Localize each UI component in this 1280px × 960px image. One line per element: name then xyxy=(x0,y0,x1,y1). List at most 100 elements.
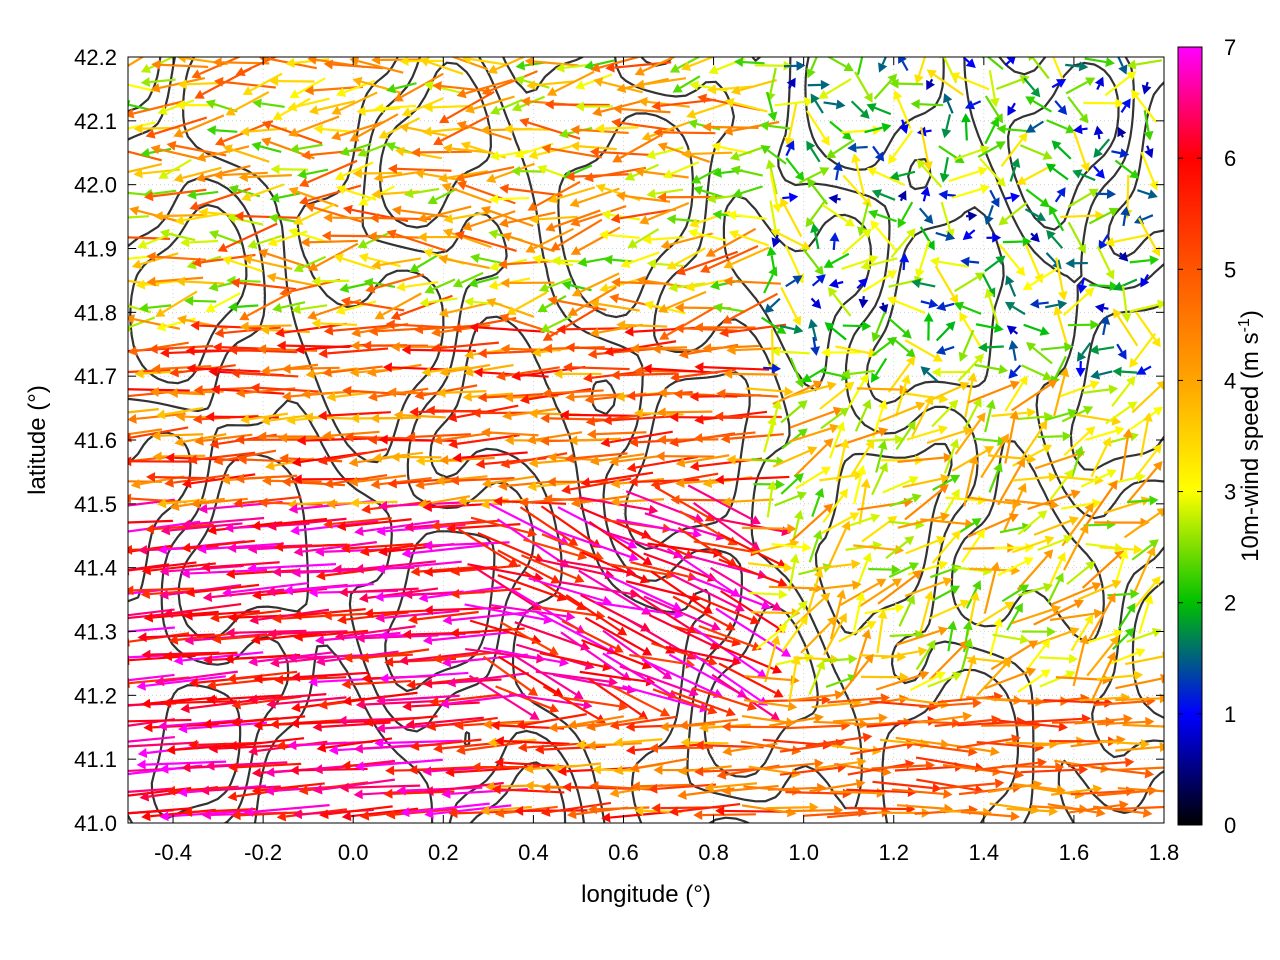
wind-arrow-head xyxy=(173,173,184,183)
wind-arrow-head xyxy=(914,74,924,85)
wind-arrow-shaft xyxy=(643,77,687,86)
wind-arrow-shaft xyxy=(535,431,583,441)
wind-arrow-head xyxy=(375,723,386,734)
wind-arrow-head xyxy=(267,628,277,639)
wind-arrow-head xyxy=(1018,584,1030,594)
wind-arrow-shaft xyxy=(800,621,832,654)
wind-arrow-head xyxy=(842,130,853,141)
wind-arrow-shaft xyxy=(954,566,984,572)
wind-arrow-head xyxy=(943,788,953,799)
wind-arrow-shaft xyxy=(353,436,410,440)
wind-arrow-head xyxy=(1149,255,1160,266)
wind-arrow-head xyxy=(118,741,127,751)
wind-arrow-shaft xyxy=(896,629,940,646)
wind-arrow-shaft xyxy=(470,516,529,534)
wind-arrow-shaft xyxy=(173,474,230,484)
wind-arrow-head xyxy=(427,195,438,205)
wind-arrow-shaft xyxy=(248,324,292,328)
wind-arrow-head xyxy=(1092,498,1102,509)
wind-arrow-head xyxy=(1146,546,1156,557)
wind-arrow-head xyxy=(208,743,218,754)
wind-arrow-shaft xyxy=(898,602,912,627)
wind-arrow-head xyxy=(669,437,679,447)
wind-arrow-head xyxy=(872,125,882,136)
wind-arrow-shaft xyxy=(945,114,952,130)
wind-arrow-head xyxy=(208,366,218,377)
wind-arrow-shaft xyxy=(932,589,953,602)
wind-arrow-head xyxy=(1149,180,1159,191)
wind-arrow-head xyxy=(1049,499,1060,510)
wind-arrow-head xyxy=(702,343,712,354)
wind-arrow-head xyxy=(916,159,927,170)
wind-arrow-shaft xyxy=(959,662,973,702)
wind-arrow-head xyxy=(899,123,909,134)
wind-arrow-head xyxy=(582,372,593,383)
wind-arrow-head xyxy=(638,96,648,107)
wind-arrow-head xyxy=(1008,340,1019,350)
wind-arrow-head xyxy=(419,57,430,67)
wind-arrow-shaft xyxy=(938,260,969,268)
wind-arrow-head xyxy=(494,757,504,768)
wind-arrow-shaft xyxy=(280,301,306,309)
wind-arrow-head xyxy=(442,228,454,238)
wind-arrow-head xyxy=(133,168,143,179)
wind-arrow-head xyxy=(595,123,605,134)
wind-arrow-head xyxy=(820,79,830,90)
wind-arrow-shaft xyxy=(579,494,629,504)
wind-arrow-head xyxy=(840,369,851,379)
wind-arrow-head xyxy=(1136,365,1147,375)
wind-arrow-head xyxy=(1057,291,1068,301)
wind-arrow-shaft xyxy=(933,73,964,96)
wind-arrow-head xyxy=(546,86,558,96)
wind-arrow-head xyxy=(307,310,318,320)
wind-arrow-head xyxy=(609,720,620,731)
wind-arrow-shaft xyxy=(625,580,693,599)
wind-arrow-shaft xyxy=(858,487,867,525)
wind-arrow-shaft xyxy=(888,497,914,508)
wind-arrow-shaft xyxy=(938,145,958,160)
wind-arrow-shaft xyxy=(576,715,624,726)
wind-arrow-shaft xyxy=(853,600,862,631)
wind-arrow-shaft xyxy=(321,778,396,791)
wind-arrow-head xyxy=(326,498,336,509)
wind-arrow-head xyxy=(374,591,384,602)
wind-arrow-head xyxy=(771,601,782,611)
wind-arrow-shaft xyxy=(1057,145,1072,160)
wind-arrow-shaft xyxy=(313,206,363,224)
wind-arrow-head xyxy=(655,451,665,462)
wind-arrow-head xyxy=(350,413,360,424)
wind-arrow-shaft xyxy=(974,363,1000,371)
wind-arrow-shaft xyxy=(810,199,827,221)
wind-arrow-head xyxy=(878,713,888,724)
wind-arrow-head xyxy=(340,543,351,554)
wind-arrow-head xyxy=(443,213,454,224)
wind-arrow-shaft xyxy=(917,57,927,76)
wind-arrow-shaft xyxy=(265,348,318,352)
wind-arrow-shaft xyxy=(1112,766,1164,772)
wind-arrow-head xyxy=(553,368,563,379)
wind-arrow-head xyxy=(908,562,920,572)
wind-arrow-head xyxy=(1118,251,1129,262)
wind-arrow-head xyxy=(1063,534,1074,545)
wind-arrow-head xyxy=(1113,308,1123,319)
wind-arrow-head xyxy=(423,566,433,577)
wind-arrow-shaft xyxy=(868,257,898,267)
wind-arrow-shaft xyxy=(1112,633,1130,650)
wind-arrow-head xyxy=(418,592,429,603)
wind-arrow-head xyxy=(1093,608,1104,619)
wind-arrow-head xyxy=(1142,807,1153,818)
wind-arrow-head xyxy=(721,314,733,324)
wind-arrow-head xyxy=(685,281,695,292)
wind-arrow-head xyxy=(928,298,939,309)
wind-arrow-head xyxy=(304,85,314,96)
wind-arrow-head xyxy=(342,204,353,215)
wind-arrow-shaft xyxy=(283,322,347,334)
wind-arrow-head xyxy=(940,473,951,484)
wind-arrow-head xyxy=(1055,761,1065,772)
wind-arrow-shaft xyxy=(711,344,760,350)
wind-arrow-shaft xyxy=(1117,315,1139,347)
wind-arrow-head xyxy=(452,278,463,288)
wind-arrow-head xyxy=(390,452,400,463)
wind-arrow-head xyxy=(1010,157,1021,168)
wind-arrow-shaft xyxy=(128,215,150,219)
